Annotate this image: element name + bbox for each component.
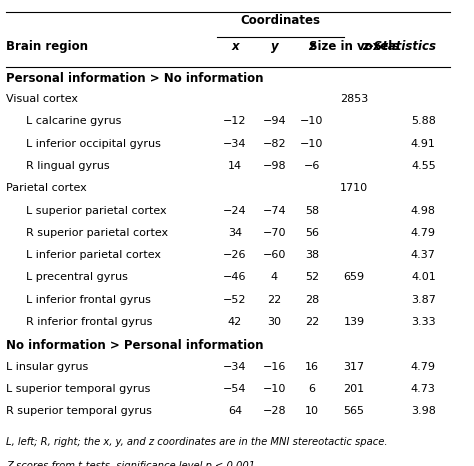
Text: 52: 52 — [305, 273, 319, 282]
Text: −28: −28 — [263, 406, 286, 416]
Text: 28: 28 — [305, 295, 319, 305]
Text: L, left; R, right; the x, y, and z coordinates are in the MNI stereotactic space: L, left; R, right; the x, y, and z coord… — [6, 437, 387, 447]
Text: L superior temporal gyrus: L superior temporal gyrus — [6, 384, 150, 394]
Text: R superior temporal gyrus: R superior temporal gyrus — [6, 406, 152, 416]
Text: L inferior frontal gyrus: L inferior frontal gyrus — [27, 295, 151, 305]
Text: 317: 317 — [344, 362, 365, 372]
Text: −34: −34 — [223, 362, 246, 372]
Text: Z-scores from t-tests, significance level p < 0.001.: Z-scores from t-tests, significance leve… — [6, 461, 258, 466]
Text: −70: −70 — [263, 228, 286, 238]
Text: −60: −60 — [263, 250, 286, 260]
Text: 4.37: 4.37 — [411, 250, 436, 260]
Text: L inferior occipital gyrus: L inferior occipital gyrus — [27, 138, 161, 149]
Text: L inferior parietal cortex: L inferior parietal cortex — [27, 250, 161, 260]
Text: 64: 64 — [228, 406, 242, 416]
Text: Parietal cortex: Parietal cortex — [6, 183, 87, 193]
Text: L superior parietal cortex: L superior parietal cortex — [27, 206, 167, 215]
Text: 139: 139 — [344, 317, 365, 327]
Text: −74: −74 — [263, 206, 286, 215]
Text: 4.79: 4.79 — [411, 362, 436, 372]
Text: −26: −26 — [223, 250, 246, 260]
Text: Brain region: Brain region — [6, 40, 88, 53]
Text: L calcarine gyrus: L calcarine gyrus — [27, 116, 122, 126]
Text: 3.98: 3.98 — [411, 406, 436, 416]
Text: z: z — [309, 40, 315, 53]
Text: 5.88: 5.88 — [411, 116, 436, 126]
Text: 4: 4 — [271, 273, 278, 282]
Text: 2853: 2853 — [340, 94, 368, 104]
Text: 14: 14 — [228, 161, 242, 171]
Text: 16: 16 — [305, 362, 319, 372]
Text: −12: −12 — [223, 116, 246, 126]
Text: −46: −46 — [223, 273, 246, 282]
Text: −16: −16 — [263, 362, 286, 372]
Text: z-Statistics: z-Statistics — [362, 40, 436, 53]
Text: −98: −98 — [263, 161, 286, 171]
Text: L precentral gyrus: L precentral gyrus — [27, 273, 128, 282]
Text: Personal information > No information: Personal information > No information — [6, 72, 264, 85]
Text: 4.91: 4.91 — [411, 138, 436, 149]
Text: −54: −54 — [223, 384, 246, 394]
Text: Coordinates: Coordinates — [240, 14, 320, 27]
Text: R inferior frontal gyrus: R inferior frontal gyrus — [27, 317, 153, 327]
Text: 4.98: 4.98 — [411, 206, 436, 215]
Text: 3.87: 3.87 — [411, 295, 436, 305]
Text: −10: −10 — [301, 116, 324, 126]
Text: 4.73: 4.73 — [411, 384, 436, 394]
Text: 30: 30 — [267, 317, 282, 327]
Text: −6: −6 — [304, 161, 320, 171]
Text: Size in voxels: Size in voxels — [309, 40, 399, 53]
Text: 4.55: 4.55 — [411, 161, 436, 171]
Text: 22: 22 — [305, 317, 319, 327]
Text: −52: −52 — [223, 295, 246, 305]
Text: 4.01: 4.01 — [411, 273, 436, 282]
Text: 6: 6 — [309, 384, 316, 394]
Text: −10: −10 — [263, 384, 286, 394]
Text: 4.79: 4.79 — [411, 228, 436, 238]
Text: 34: 34 — [228, 228, 242, 238]
Text: 10: 10 — [305, 406, 319, 416]
Text: 38: 38 — [305, 250, 319, 260]
Text: R lingual gyrus: R lingual gyrus — [27, 161, 110, 171]
Text: 201: 201 — [344, 384, 365, 394]
Text: 22: 22 — [267, 295, 282, 305]
Text: Visual cortex: Visual cortex — [6, 94, 78, 104]
Text: 56: 56 — [305, 228, 319, 238]
Text: 565: 565 — [344, 406, 365, 416]
Text: x: x — [231, 40, 239, 53]
Text: −24: −24 — [223, 206, 246, 215]
Text: 3.33: 3.33 — [411, 317, 436, 327]
Text: L insular gyrus: L insular gyrus — [6, 362, 88, 372]
Text: 42: 42 — [228, 317, 242, 327]
Text: 58: 58 — [305, 206, 319, 215]
Text: −10: −10 — [301, 138, 324, 149]
Text: −82: −82 — [263, 138, 286, 149]
Text: R superior parietal cortex: R superior parietal cortex — [27, 228, 168, 238]
Text: −34: −34 — [223, 138, 246, 149]
Text: y: y — [271, 40, 278, 53]
Text: 1710: 1710 — [340, 183, 368, 193]
Text: −94: −94 — [263, 116, 286, 126]
Text: 659: 659 — [344, 273, 365, 282]
Text: No information > Personal information: No information > Personal information — [6, 339, 264, 352]
